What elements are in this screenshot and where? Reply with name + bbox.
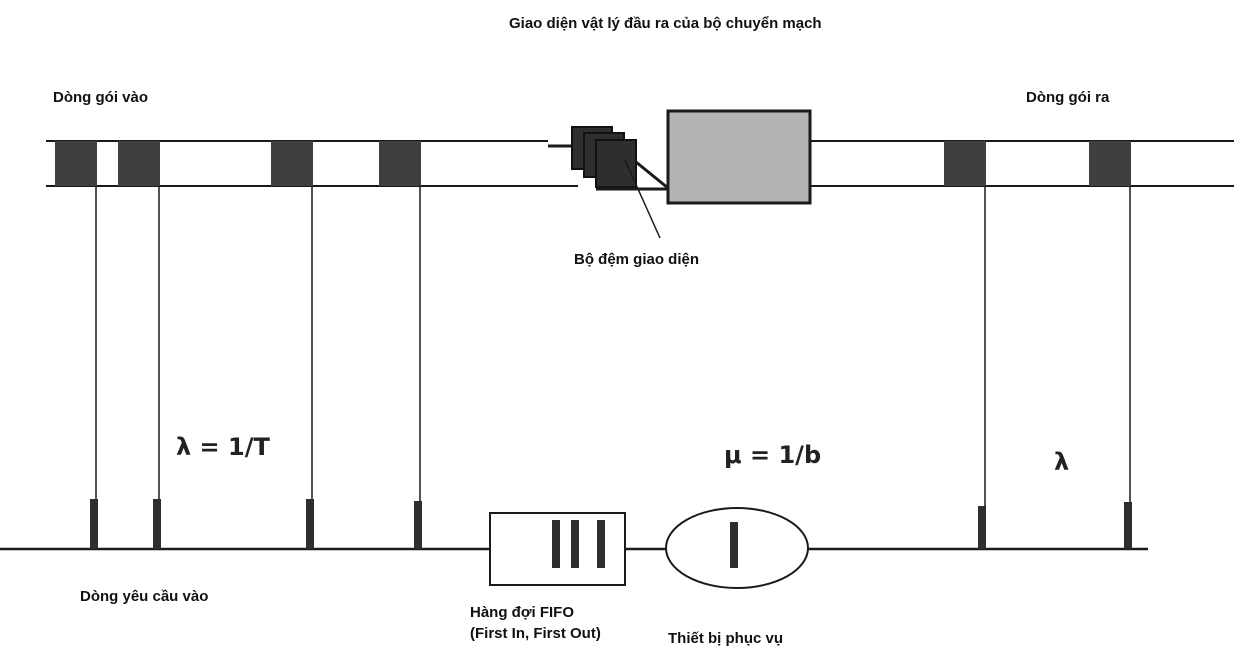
queued-request <box>552 520 560 568</box>
queued-request <box>597 520 605 568</box>
incoming-request <box>153 499 161 549</box>
request-in-service <box>730 522 738 568</box>
server <box>665 507 809 589</box>
fifo-queue <box>489 512 626 586</box>
incoming-packet-stream-label: Dòng gói vào <box>53 89 148 106</box>
departing-request <box>978 506 986 549</box>
incoming-packet <box>379 141 421 186</box>
incoming-packet <box>118 141 160 186</box>
arrival-rate-label: λ = 1/T <box>176 433 270 461</box>
incoming-request <box>306 499 314 549</box>
interface-buffer <box>548 126 669 239</box>
outgoing-packet <box>1089 141 1131 186</box>
interface-buffer-label: Bộ đệm giao diện <box>574 251 700 268</box>
outgoing-packet-stream-label: Dòng gói ra <box>1026 89 1110 106</box>
mapping-lines <box>95 186 1131 508</box>
outgoing-packet-line <box>810 140 1234 187</box>
departing-request <box>1124 502 1132 549</box>
switch-interface-box <box>666 109 812 205</box>
server-label: Thiết bị phục vụ <box>668 630 783 647</box>
incoming-packet <box>55 141 97 186</box>
incoming-request-stream-label: Dòng yêu cầu vào <box>80 588 209 605</box>
departure-rate-label: λ <box>1054 448 1070 476</box>
fifo-queue-label: Hàng đợi FIFO (First In, First Out) <box>470 604 601 642</box>
queued-request <box>571 520 579 568</box>
incoming-request <box>414 501 422 549</box>
outgoing-packet <box>944 141 986 186</box>
incoming-packet <box>271 141 313 186</box>
switch-output-interface-label: Giao diện vật lý đầu ra của bộ chuyển mạ… <box>509 15 822 32</box>
service-rate-label: μ = 1/b <box>724 441 822 469</box>
incoming-request <box>90 499 98 549</box>
